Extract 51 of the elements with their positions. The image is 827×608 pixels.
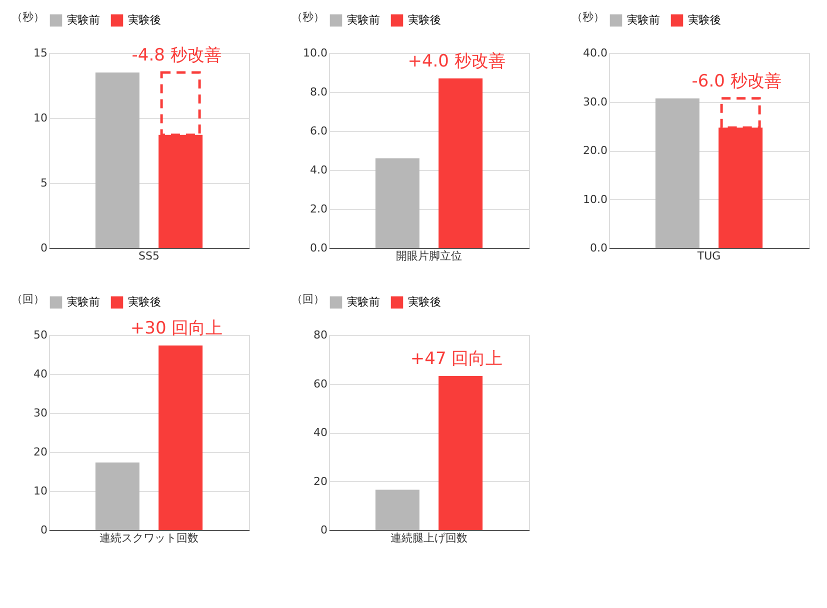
- x-tick-label: 開眼片脚立位: [396, 250, 462, 262]
- y-axis-title: （秒）: [572, 10, 604, 24]
- legend-label: 実験後: [408, 295, 441, 308]
- y-axis-title: （回）: [12, 292, 44, 306]
- y-tick-label: 20: [34, 446, 48, 458]
- y-tick-label: 10: [34, 484, 48, 498]
- legend-label: 実験後: [408, 13, 441, 26]
- y-tick-label: 10: [34, 112, 48, 124]
- x-tick-label: TUG: [696, 250, 721, 262]
- y-tick-label: 4.0: [310, 164, 328, 176]
- y-tick-label: 0.0: [590, 242, 608, 254]
- y-tick-label: 15: [34, 46, 48, 60]
- y-tick-label: 30.0: [583, 95, 608, 108]
- y-tick-label: 0: [320, 524, 328, 536]
- y-tick-label: 40: [34, 368, 48, 380]
- legend-label: 実験前: [347, 295, 380, 308]
- annotation: -4.8 秒改善: [132, 46, 222, 66]
- y-tick-label: 6.0: [310, 124, 328, 138]
- y-tick-label: 0: [40, 524, 48, 536]
- x-tick-label: 連続腿上げ回数: [390, 532, 468, 544]
- legend-label: 実験前: [67, 295, 100, 308]
- y-axis-title: （秒）: [12, 10, 44, 24]
- y-tick-label: 0: [40, 242, 48, 254]
- legend-label: 実験前: [67, 13, 100, 26]
- annotation: +30 回向上: [130, 318, 223, 339]
- y-tick-label: 10.0: [303, 46, 328, 60]
- annotation: +4.0 秒改善: [408, 51, 506, 72]
- annotation: -6.0 秒改善: [692, 71, 782, 92]
- y-tick-label: 20: [314, 474, 328, 488]
- y-tick-label: 50: [34, 328, 48, 342]
- y-tick-label: 40.0: [583, 46, 608, 60]
- y-tick-label: 8.0: [310, 86, 328, 98]
- legend-label: 実験後: [128, 13, 161, 26]
- legend-label: 実験後: [688, 13, 721, 26]
- legend-label: 実験前: [347, 13, 380, 26]
- y-tick-label: 30: [34, 406, 48, 420]
- y-tick-label: 10.0: [583, 192, 608, 206]
- legend-label: 実験前: [627, 13, 660, 26]
- x-tick-label: 連続スクワット回数: [100, 532, 198, 544]
- y-tick-label: 80: [314, 328, 328, 342]
- y-tick-label: 2.0: [310, 202, 328, 216]
- legend-label: 実験後: [128, 295, 161, 308]
- y-axis-title: （回）: [292, 292, 324, 306]
- y-tick-label: 0.0: [310, 242, 328, 254]
- y-tick-label: 20.0: [583, 144, 608, 157]
- y-axis-title: （秒）: [292, 10, 324, 24]
- annotation: +47 回向上: [410, 348, 503, 369]
- x-tick-label: SS5: [138, 250, 160, 262]
- y-tick-label: 60: [314, 377, 328, 390]
- y-tick-label: 40: [314, 426, 328, 439]
- y-tick-label: 5: [40, 176, 48, 190]
